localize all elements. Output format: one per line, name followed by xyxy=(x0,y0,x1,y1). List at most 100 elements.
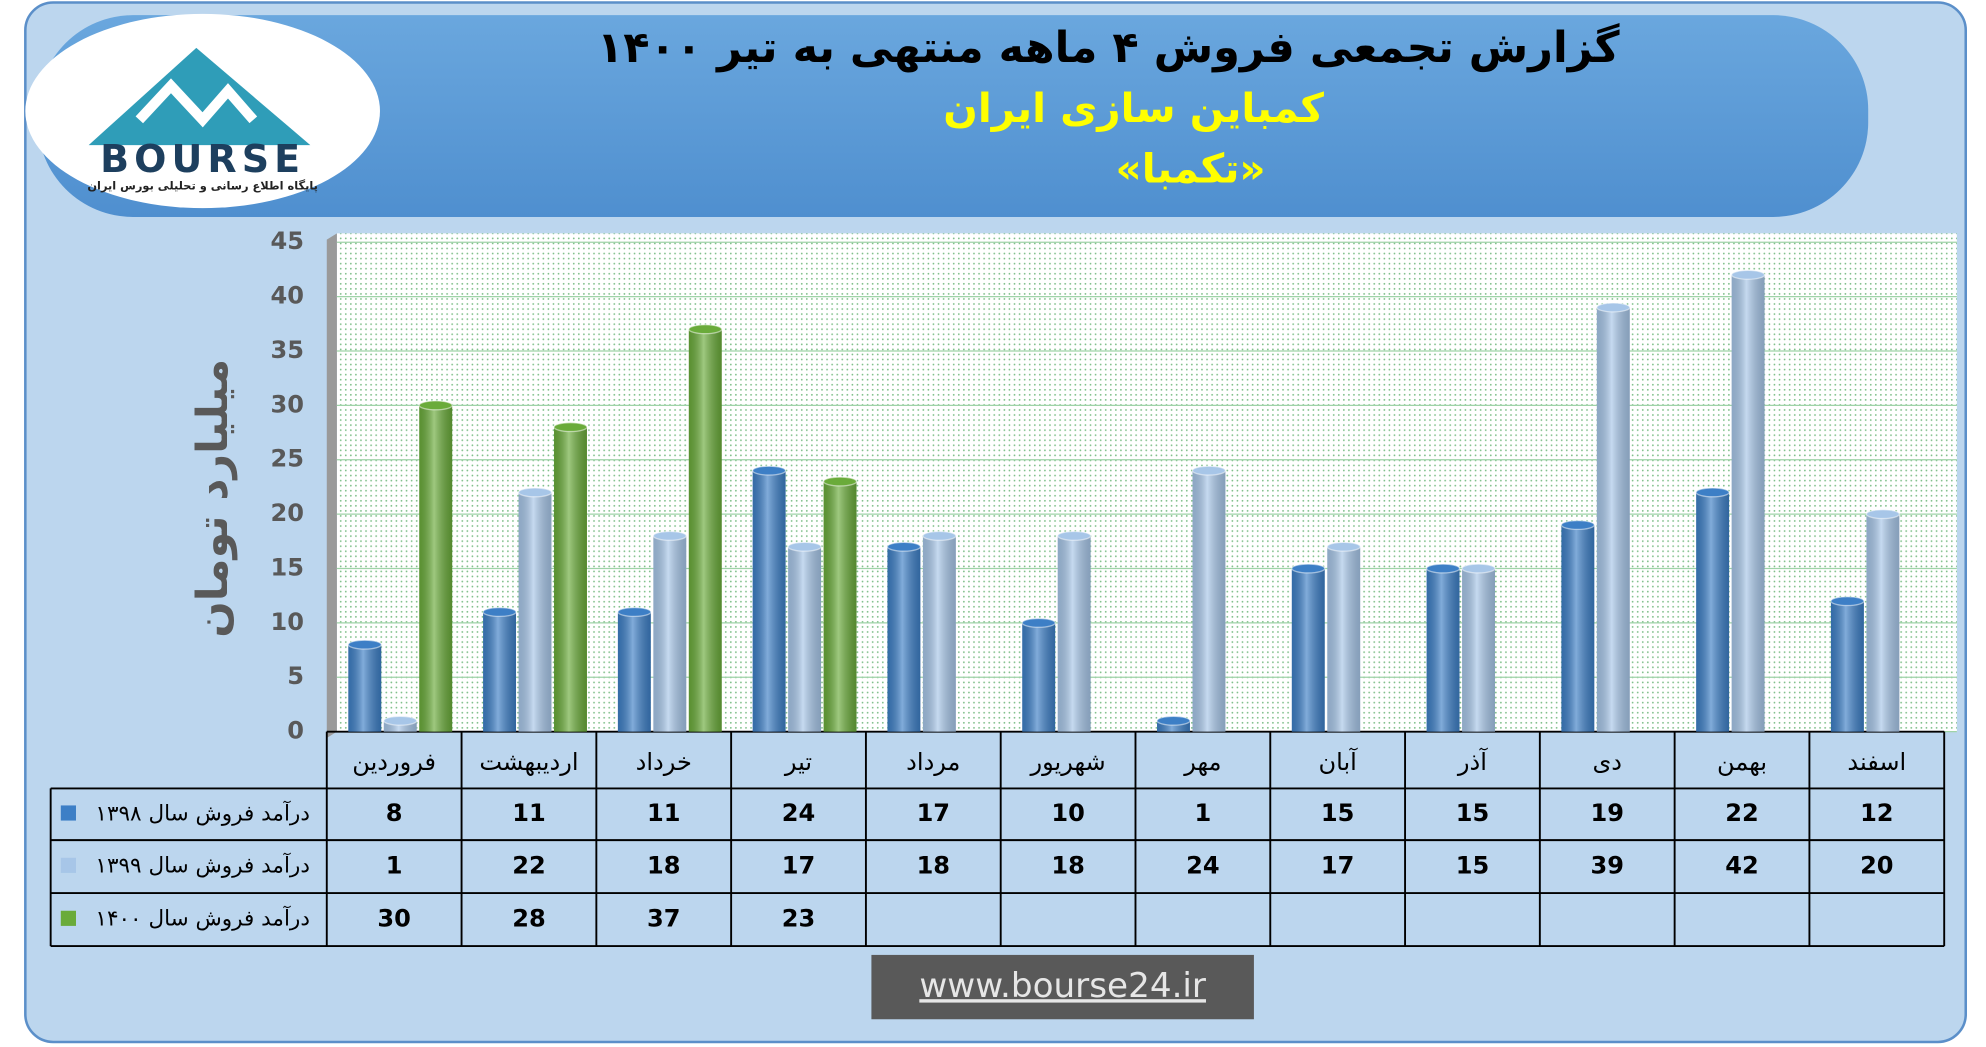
bar-cap xyxy=(418,400,453,411)
table-value: 22 xyxy=(512,852,545,880)
table-value: 18 xyxy=(917,852,950,880)
bar-cap xyxy=(1021,617,1056,628)
bar-shade xyxy=(1291,568,1325,732)
bar-shade xyxy=(1426,568,1460,732)
bar-shade xyxy=(1057,535,1091,732)
bar-shade xyxy=(1192,470,1226,732)
bar-shade xyxy=(617,611,651,732)
table-value: 8 xyxy=(386,799,403,827)
table-value: 18 xyxy=(1051,852,1084,880)
table-value: 11 xyxy=(512,799,545,827)
bar-shade xyxy=(922,535,956,732)
legend-label: درآمد فروش سال ۱۳۹۸ xyxy=(95,799,310,826)
plot-area xyxy=(336,233,1957,732)
bar-shade xyxy=(383,720,417,732)
bar-cap xyxy=(617,606,652,618)
bar-shade xyxy=(1022,622,1056,732)
table-value: 37 xyxy=(647,905,680,933)
table-value: 17 xyxy=(917,799,950,827)
bar-cap xyxy=(553,422,588,433)
bar-cap xyxy=(652,530,687,541)
y-tick-label: 0 xyxy=(287,717,304,745)
x-tick-label: بهمن xyxy=(1717,748,1767,776)
table-value: 1 xyxy=(1195,799,1212,827)
bar-shade xyxy=(1157,720,1190,732)
logo-shape xyxy=(135,78,258,128)
chart: 0 5 10 15 20 25 30 35 40 45 فروردین اردیبهشت خرداد تی… xyxy=(49,227,1957,948)
table-value: 42 xyxy=(1725,852,1758,880)
bar-shade xyxy=(1462,568,1495,732)
title-banner xyxy=(37,15,1869,217)
bar-cap xyxy=(822,476,858,487)
x-tick-label: مهر xyxy=(1183,748,1221,776)
y-tick-label: 15 xyxy=(271,554,304,582)
bar-shade xyxy=(1696,492,1730,732)
table-value: 11 xyxy=(647,799,680,827)
bar-cap xyxy=(1865,509,1900,520)
table-value: 10 xyxy=(1051,799,1084,827)
table-value: 1 xyxy=(386,852,403,880)
legend-label: درآمد فروش سال ۱۴۰۰ xyxy=(95,905,310,932)
y-axis-label: میلیارد تومان xyxy=(188,359,238,638)
bar-shade xyxy=(518,492,552,732)
y-tick-label: 45 xyxy=(271,227,304,255)
table-value: 24 xyxy=(1186,852,1219,880)
bar-cap xyxy=(482,606,517,618)
y-tick-label: 35 xyxy=(271,336,304,364)
y-tick-label: 30 xyxy=(271,390,304,418)
bar-cap xyxy=(1425,563,1461,574)
website-box xyxy=(871,954,1254,1020)
website: www.bourse24.ir xyxy=(919,966,1207,1006)
bar-cap xyxy=(1191,465,1227,476)
x-tick-label: اردیبهشت xyxy=(479,748,578,776)
bar-cap xyxy=(1291,563,1326,574)
x-tick-label: شهریور xyxy=(1029,748,1105,776)
table-value: 17 xyxy=(1321,852,1354,880)
table-value: 19 xyxy=(1591,799,1624,827)
x-tick-label: اسفند xyxy=(1847,748,1906,776)
bar-cap xyxy=(1730,269,1766,280)
chart-subtitle: کمباین سازی ایران xyxy=(943,84,1324,132)
bar-shade xyxy=(887,546,921,732)
y-tick-label: 10 xyxy=(271,608,304,636)
bar-cap xyxy=(1156,715,1191,726)
bar-shade xyxy=(1561,524,1595,732)
table-value: 24 xyxy=(782,799,815,827)
bar-cap xyxy=(347,639,382,650)
x-tick-label: آذر xyxy=(1457,747,1488,776)
table-value: 39 xyxy=(1591,852,1624,880)
bar-cap xyxy=(517,487,553,498)
logo-text: BOURSE xyxy=(100,137,305,181)
bar-cap xyxy=(752,465,787,476)
legend-swatch xyxy=(60,910,76,926)
legend-swatch xyxy=(60,857,76,873)
x-tick-label: مرداد xyxy=(906,748,960,776)
table-value: 20 xyxy=(1860,852,1893,880)
bar-cap xyxy=(886,541,922,552)
y-tick-label: 40 xyxy=(271,282,304,310)
x-tick-label: فروردین xyxy=(352,748,436,776)
bar-shade xyxy=(752,470,786,732)
y-tick-label: 5 xyxy=(287,662,304,690)
bar-cap xyxy=(1596,302,1631,313)
x-tick-label: دی xyxy=(1592,748,1622,776)
y-tick-label: 20 xyxy=(271,499,304,527)
x-tick-label: خرداد xyxy=(636,748,692,776)
legend-label: درآمد فروش سال ۱۳۹۹ xyxy=(95,852,310,879)
bar-cap xyxy=(1057,530,1092,541)
table-value: 15 xyxy=(1456,852,1489,880)
bar-cap xyxy=(1326,541,1361,552)
bar-cap xyxy=(1830,596,1865,607)
x-tick-label: تیر xyxy=(784,748,812,776)
legend-swatch xyxy=(60,805,76,821)
logo-subtitle: پایگاه اطلاع رسانی و تحلیلی بورس ایران xyxy=(87,179,318,193)
chart-subtitle: «تکمبا» xyxy=(1116,145,1266,193)
table-value: 30 xyxy=(377,905,410,933)
bar-cap xyxy=(1461,563,1496,574)
bar-cap xyxy=(1695,487,1730,498)
bar-cap xyxy=(383,715,418,726)
bar-shade xyxy=(653,535,687,732)
bar-shade xyxy=(1327,546,1361,732)
plot-wall xyxy=(326,233,337,738)
